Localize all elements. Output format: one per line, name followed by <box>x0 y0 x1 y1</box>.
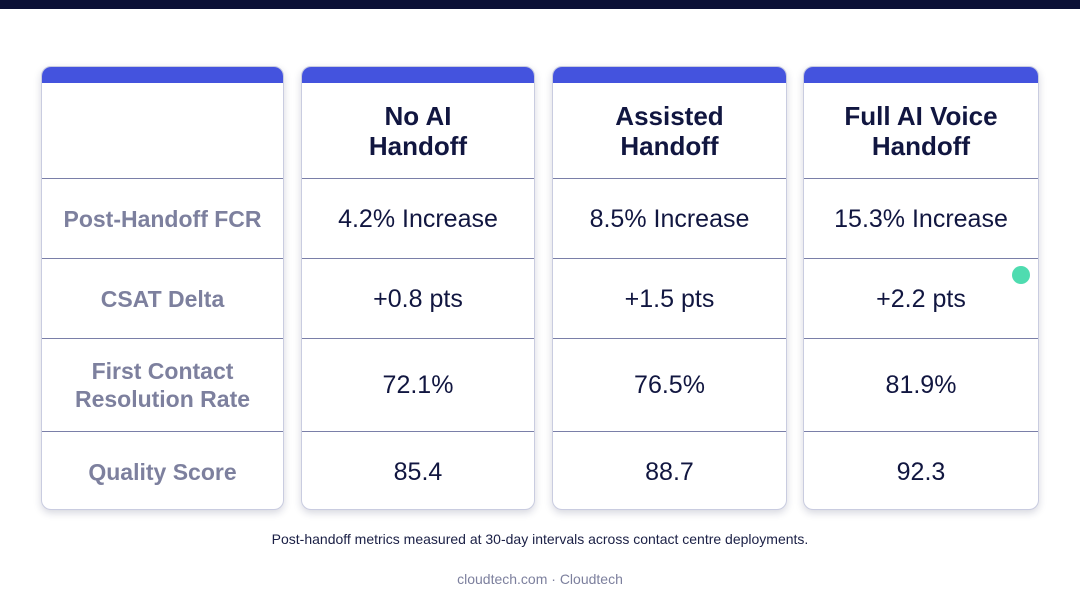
row-label-quality-score: Quality Score <box>42 432 283 509</box>
cell-post-handoff-fcr: 4.2% Increase <box>302 179 534 258</box>
cell-csat-delta: +2.2 pts <box>804 259 1038 338</box>
cell-quality-score: 88.7 <box>553 432 786 509</box>
cell-value: 4.2% Increase <box>338 204 498 233</box>
label-card-header-empty <box>42 83 283 178</box>
row-label-text: Quality Score <box>88 458 237 485</box>
cell-value: 88.7 <box>645 457 694 486</box>
card-cap <box>804 67 1038 83</box>
cell-value: 85.4 <box>393 457 443 486</box>
row-divider <box>302 178 534 179</box>
row-divider <box>804 338 1038 339</box>
column-header: Assisted Handoff <box>553 83 786 178</box>
row-divider <box>42 338 283 339</box>
card-cap <box>42 67 283 83</box>
cell-csat-delta: +0.8 pts <box>302 259 534 338</box>
cell-value: 72.1% <box>382 371 454 399</box>
label-card: Post-Handoff FCR CSAT Delta First Contac… <box>41 66 284 510</box>
row-divider <box>553 178 786 179</box>
row-divider <box>553 338 786 339</box>
cell-first-contact-resolution-rate: 72.1% <box>302 339 534 431</box>
column-title: Assisted Handoff <box>615 100 724 161</box>
row-label-text: Post-Handoff FCR <box>63 205 262 232</box>
column-title: No AI Handoff <box>368 100 468 161</box>
row-label-csat-delta: CSAT Delta <box>42 259 283 338</box>
cell-quality-score: 85.4 <box>302 432 534 509</box>
row-divider <box>42 258 283 259</box>
row-divider <box>302 338 534 339</box>
cell-first-contact-resolution-rate: 76.5% <box>553 339 786 431</box>
row-label-post-handoff-fcr: Post-Handoff FCR <box>42 179 283 258</box>
row-label-first-contact-resolution-rate: First Contact Resolution Rate <box>42 339 283 431</box>
row-label-text: First Contact Resolution Rate <box>74 358 251 412</box>
column-header: No AI Handoff <box>302 83 534 178</box>
row-divider <box>804 258 1038 259</box>
cell-value: 81.9% <box>885 371 957 399</box>
cell-value: +1.5 pts <box>624 284 715 313</box>
indicator-dot <box>1012 266 1030 284</box>
column-title: Full AI Voice Handoff <box>844 100 998 161</box>
row-label-text: CSAT Delta <box>100 285 225 312</box>
column-card-no-ai-handoff: No AI Handoff 4.2% Increase +0.8 pts 72.… <box>301 66 535 510</box>
source-attribution: cloudtech.com · Cloudtech <box>457 571 623 587</box>
cell-value: +0.8 pts <box>373 284 463 313</box>
cell-post-handoff-fcr: 8.5% Increase <box>553 179 786 258</box>
row-divider <box>42 178 283 179</box>
row-divider <box>553 258 786 259</box>
cell-csat-delta: +1.5 pts <box>553 259 786 338</box>
cell-value: +2.2 pts <box>876 284 966 313</box>
cell-value: 8.5% Increase <box>589 204 750 233</box>
row-divider <box>42 431 283 432</box>
cell-quality-score: 92.3 <box>804 432 1038 509</box>
column-card-full-ai-voice-handoff: Full AI Voice Handoff 15.3% Increase +2.… <box>803 66 1039 510</box>
footnote: Post-handoff metrics measured at 30-day … <box>271 531 809 547</box>
top-bar <box>0 0 1080 9</box>
row-divider <box>553 431 786 432</box>
column-card-assisted-handoff: Assisted Handoff 8.5% Increase +1.5 pts … <box>552 66 787 510</box>
card-cap <box>553 67 786 83</box>
cell-value: 76.5% <box>634 371 705 399</box>
row-divider <box>302 431 534 432</box>
cell-first-contact-resolution-rate: 81.9% <box>804 339 1038 431</box>
card-cap <box>302 67 534 83</box>
row-divider <box>804 431 1038 432</box>
row-divider <box>804 178 1038 179</box>
cell-value: 92.3 <box>896 457 946 486</box>
column-header: Full AI Voice Handoff <box>804 83 1038 178</box>
cell-post-handoff-fcr: 15.3% Increase <box>804 179 1038 258</box>
row-divider <box>302 258 534 259</box>
cell-value: 15.3% Increase <box>834 204 1008 233</box>
